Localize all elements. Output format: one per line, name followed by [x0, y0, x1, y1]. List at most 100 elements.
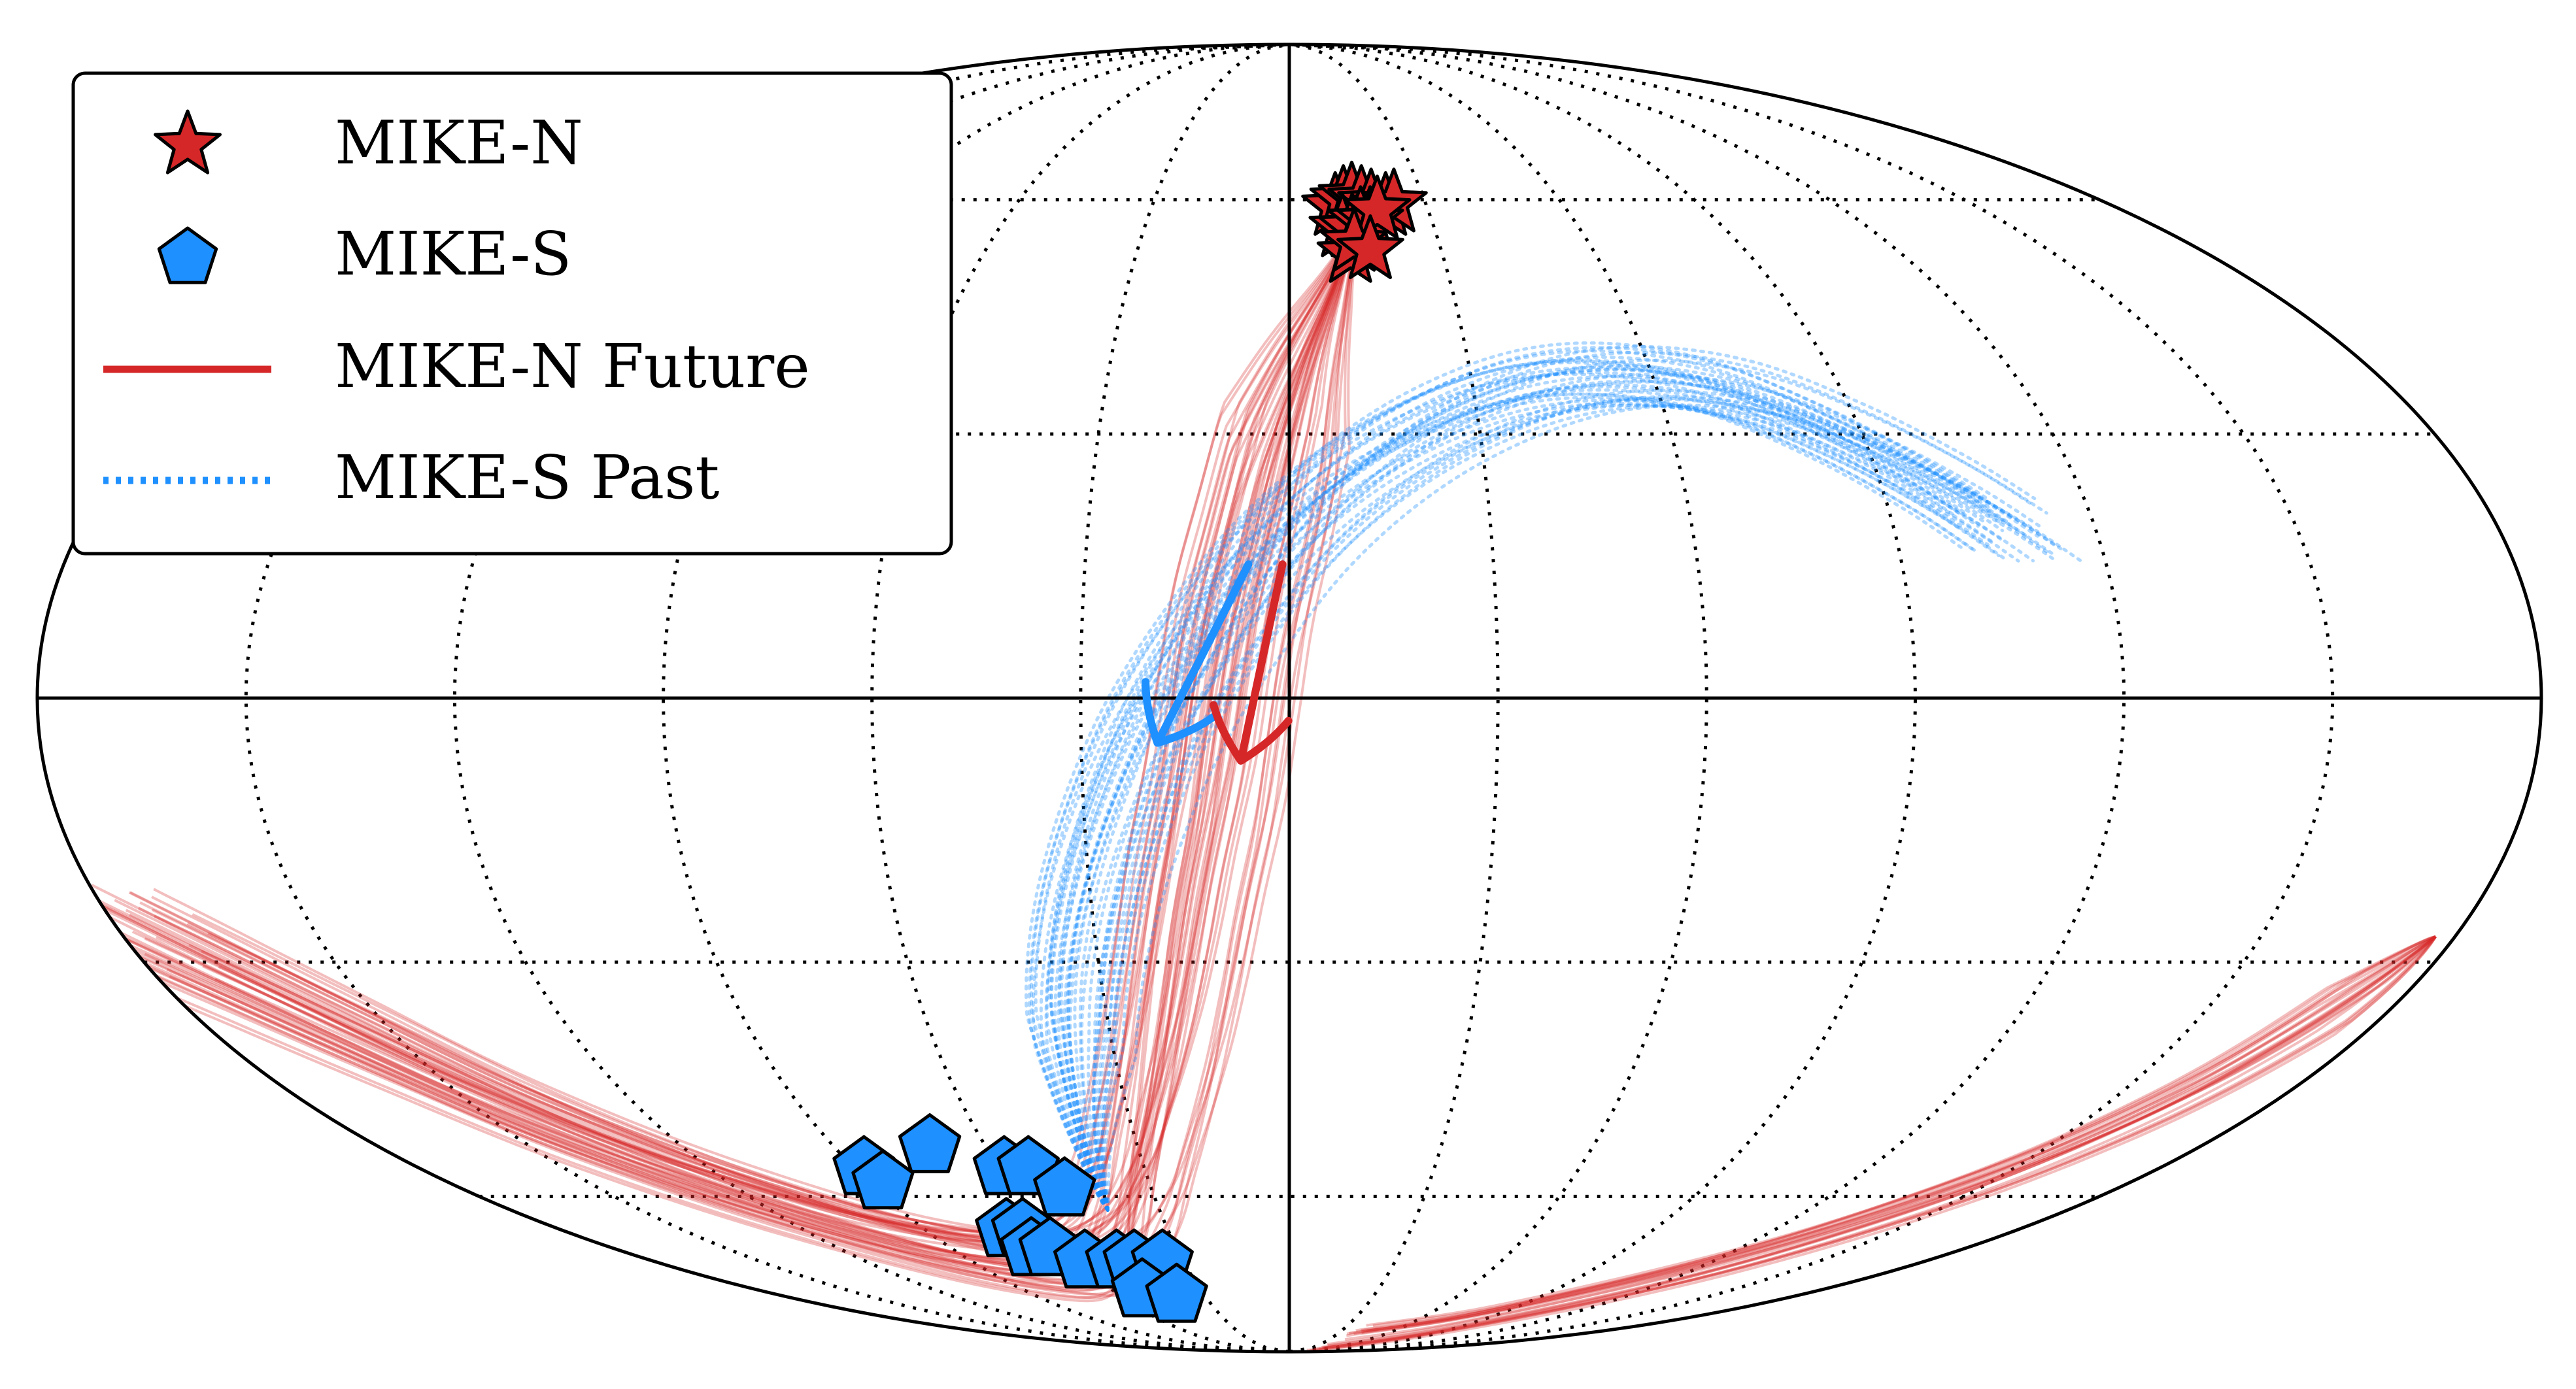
future-track-line	[129, 235, 1355, 1254]
past-track-dotted-line	[1100, 388, 2057, 1212]
past-track-dotted-line	[1093, 380, 2039, 1212]
future-track-tail-line	[1306, 935, 2437, 1352]
future-track-line	[89, 234, 1355, 1245]
legend-star-shape	[154, 109, 222, 175]
future-track-tail-line	[1311, 935, 2437, 1352]
future-track-line	[139, 235, 1355, 1299]
future-track-line	[144, 235, 1355, 1281]
future-track-line	[77, 234, 1355, 1238]
future-track-tail-line	[1313, 935, 2437, 1350]
past-track-dotted-line	[1095, 373, 2044, 1212]
future-track-line	[144, 235, 1355, 1271]
mike-s-pentagon-marker	[1145, 1262, 1208, 1323]
future-track-tail-line	[1366, 935, 2436, 1327]
legend: MIKE-N MIKE-S MIKE-N Future MIKE-S Past	[71, 71, 953, 556]
future-track-line	[62, 234, 1355, 1233]
past-track-dotted-line	[1067, 375, 2005, 1212]
future-track-line	[160, 235, 1355, 1299]
future-track-line	[78, 234, 1355, 1260]
past-track-dotted-line	[1073, 367, 2010, 1212]
future-track-line	[166, 235, 1355, 1291]
future-track-line	[218, 235, 1355, 1290]
meridian-line	[870, 42, 1290, 1354]
past-track-dotted-line	[1091, 350, 2035, 1212]
past-track-dotted-line	[1024, 361, 1957, 1212]
past-track-dotted-line	[1106, 403, 2083, 1212]
future-track-line	[186, 235, 1355, 1260]
future-track-line	[52, 234, 1354, 1243]
meridian-line	[1289, 42, 1708, 1354]
future-track-tail-line	[1346, 935, 2436, 1335]
past-track-dotted-line	[1057, 385, 1993, 1212]
future-track-line	[114, 235, 1355, 1243]
past-track-dotted-line	[1098, 396, 2052, 1212]
future-track-line	[169, 235, 1355, 1296]
legend-label-mike-s: MIKE-S	[335, 219, 571, 289]
past-track-dotted-line	[1059, 355, 1994, 1212]
mike-s-past-tracks	[1024, 341, 2083, 1212]
future-track-tail-line	[1361, 935, 2437, 1332]
legend-item-mike-n: MIKE-N	[154, 108, 583, 178]
future-track-line	[139, 235, 1355, 1245]
future-track-line	[154, 235, 1355, 1254]
future-track-tail-line	[1327, 935, 2437, 1346]
past-track-dotted-line	[1097, 358, 2048, 1212]
star-markers	[832, 160, 1428, 1323]
future-track-tail-line	[1344, 935, 2437, 1341]
future-track-line	[46, 234, 1354, 1233]
past-track-dotted-line	[1078, 364, 2016, 1212]
future-track-line	[125, 235, 1355, 1250]
past-track-dotted-line	[1049, 365, 1985, 1212]
past-track-dotted-line	[1057, 346, 1990, 1212]
past-track-dotted-line	[1053, 388, 1990, 1212]
legend-item-mike-s: MIKE-S	[157, 219, 571, 289]
past-track-dotted-line	[1034, 358, 1967, 1212]
legend-label-mike-n-future: MIKE-N Future	[335, 331, 810, 401]
future-track-tail-line	[1322, 935, 2437, 1349]
past-track-dotted-line	[1102, 404, 2059, 1212]
future-track-line	[101, 234, 1355, 1274]
past-track-dotted-line	[1047, 341, 1979, 1212]
past-track-dotted-line	[1062, 398, 2001, 1212]
legend-label-mike-n: MIKE-N	[335, 108, 583, 178]
future-track-line	[214, 235, 1355, 1297]
legend-pentagon-shape	[157, 226, 218, 284]
future-track-line	[124, 235, 1355, 1271]
mike-n-star-marker	[1336, 214, 1404, 279]
legend-label-mike-s-past: MIKE-S Past	[335, 443, 719, 512]
mike-s-pentagon-marker	[898, 1113, 962, 1173]
future-track-line	[207, 235, 1356, 1267]
mike-n-star-marker	[1343, 175, 1412, 240]
future-track-line	[151, 235, 1355, 1241]
legend-star-icon	[154, 109, 222, 175]
mike-s-pentagon-marker	[1033, 1156, 1096, 1217]
past-track-dotted-line	[1100, 397, 2056, 1212]
future-track-tail-line	[1323, 935, 2437, 1349]
future-track-tail-line	[1372, 935, 2437, 1328]
future-track-tail-line	[1366, 935, 2437, 1333]
past-track-dotted-line	[1066, 368, 2003, 1212]
future-track-line	[202, 235, 1355, 1289]
future-track-line	[92, 234, 1355, 1273]
mike-n-future-tracks	[46, 234, 2437, 1352]
future-track-line	[65, 234, 1355, 1251]
future-track-line	[129, 235, 1355, 1237]
future-track-tail-line	[1327, 935, 2437, 1347]
future-track-tail-line	[1361, 935, 2437, 1335]
future-track-line	[91, 234, 1355, 1232]
future-track-line	[153, 235, 1355, 1235]
future-track-line	[151, 235, 1355, 1250]
legend-item-mike-s-past: MIKE-S Past	[103, 443, 719, 512]
past-track-dotted-line	[1044, 395, 1980, 1212]
legend-item-mike-n-future: MIKE-N Future	[103, 331, 810, 401]
mike-s-pentagon-marker	[851, 1149, 915, 1210]
future-track-line	[90, 234, 1355, 1241]
future-track-line	[131, 235, 1355, 1276]
future-track-line	[192, 235, 1355, 1254]
future-track-line	[102, 234, 1355, 1263]
direction-arrows	[1142, 560, 1293, 765]
future-track-line	[145, 235, 1355, 1290]
future-track-tail-line	[1346, 935, 2437, 1337]
past-track-dotted-line	[1029, 359, 1962, 1212]
